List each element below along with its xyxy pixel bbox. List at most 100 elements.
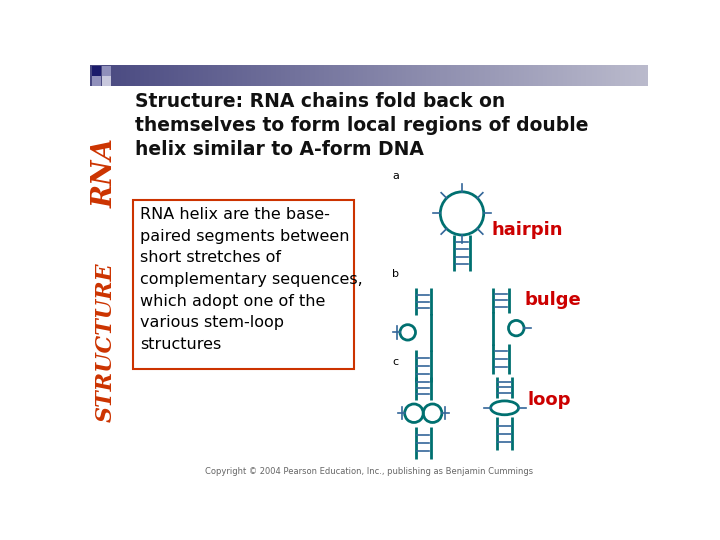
Bar bbox=[481, 65, 482, 86]
Bar bbox=[397, 65, 398, 86]
Bar bbox=[208, 65, 210, 86]
Bar bbox=[438, 65, 441, 86]
Bar bbox=[239, 65, 240, 86]
Bar bbox=[515, 65, 516, 86]
Bar bbox=[228, 65, 230, 86]
Bar bbox=[434, 65, 436, 86]
Bar bbox=[535, 65, 536, 86]
Bar bbox=[375, 65, 377, 86]
Bar bbox=[307, 65, 309, 86]
Bar bbox=[358, 65, 360, 86]
Bar bbox=[572, 65, 574, 86]
Bar bbox=[281, 65, 282, 86]
Bar bbox=[148, 65, 149, 86]
Bar bbox=[588, 65, 589, 86]
Bar bbox=[508, 65, 510, 86]
Bar bbox=[140, 65, 141, 86]
Bar bbox=[191, 65, 192, 86]
Bar bbox=[402, 65, 403, 86]
Bar bbox=[120, 65, 121, 86]
Bar bbox=[163, 65, 164, 86]
Bar bbox=[102, 65, 104, 86]
Bar bbox=[210, 65, 211, 86]
Bar bbox=[300, 65, 301, 86]
Bar bbox=[473, 65, 474, 86]
Bar bbox=[248, 65, 250, 86]
Bar bbox=[93, 65, 94, 86]
Bar bbox=[200, 65, 202, 86]
Bar bbox=[219, 65, 220, 86]
Bar bbox=[626, 65, 628, 86]
Bar bbox=[612, 65, 614, 86]
Bar bbox=[446, 65, 448, 86]
Bar bbox=[161, 65, 163, 86]
Bar bbox=[356, 65, 358, 86]
Bar bbox=[217, 65, 219, 86]
Bar bbox=[585, 65, 586, 86]
Bar bbox=[238, 65, 239, 86]
Bar bbox=[214, 65, 215, 86]
Bar bbox=[230, 65, 231, 86]
Bar bbox=[479, 65, 481, 86]
Bar bbox=[461, 65, 462, 86]
Bar bbox=[577, 65, 578, 86]
Bar bbox=[344, 65, 346, 86]
Bar bbox=[101, 65, 102, 86]
Bar bbox=[266, 65, 269, 86]
Bar bbox=[274, 65, 276, 86]
Bar bbox=[482, 65, 484, 86]
Bar bbox=[269, 65, 270, 86]
Bar bbox=[536, 65, 538, 86]
Bar bbox=[363, 65, 364, 86]
Bar bbox=[413, 65, 414, 86]
Bar bbox=[392, 65, 394, 86]
Bar bbox=[276, 65, 277, 86]
Bar bbox=[172, 65, 174, 86]
Bar bbox=[628, 65, 629, 86]
Bar bbox=[629, 65, 631, 86]
Bar bbox=[583, 65, 585, 86]
Bar bbox=[355, 65, 356, 86]
Bar bbox=[296, 65, 297, 86]
Bar bbox=[504, 65, 505, 86]
Bar bbox=[559, 65, 561, 86]
Bar bbox=[99, 65, 101, 86]
Bar bbox=[164, 65, 166, 86]
Bar bbox=[250, 65, 251, 86]
Bar bbox=[107, 65, 109, 86]
Bar bbox=[127, 65, 129, 86]
Bar bbox=[394, 65, 395, 86]
Bar bbox=[122, 65, 124, 86]
Bar bbox=[188, 65, 189, 86]
Bar bbox=[524, 65, 526, 86]
Bar bbox=[378, 65, 380, 86]
Bar bbox=[472, 65, 473, 86]
Bar bbox=[530, 65, 532, 86]
Bar bbox=[411, 65, 413, 86]
Bar bbox=[484, 65, 485, 86]
Bar bbox=[603, 65, 605, 86]
Bar bbox=[361, 65, 363, 86]
Bar bbox=[383, 65, 384, 86]
Bar bbox=[451, 65, 453, 86]
Bar bbox=[181, 65, 183, 86]
Bar bbox=[321, 65, 323, 86]
Bar bbox=[235, 65, 238, 86]
Bar bbox=[617, 65, 618, 86]
Bar bbox=[301, 65, 302, 86]
Bar bbox=[563, 65, 564, 86]
Bar bbox=[444, 65, 445, 86]
Bar bbox=[91, 65, 93, 86]
Bar bbox=[409, 65, 411, 86]
Bar bbox=[124, 65, 126, 86]
Bar bbox=[110, 65, 112, 86]
Bar bbox=[91, 66, 101, 76]
Bar bbox=[114, 65, 117, 86]
Bar bbox=[541, 65, 543, 86]
Bar bbox=[183, 65, 184, 86]
Bar bbox=[351, 65, 352, 86]
Bar bbox=[569, 65, 570, 86]
Bar bbox=[245, 65, 246, 86]
Bar bbox=[549, 65, 550, 86]
Bar bbox=[645, 65, 647, 86]
